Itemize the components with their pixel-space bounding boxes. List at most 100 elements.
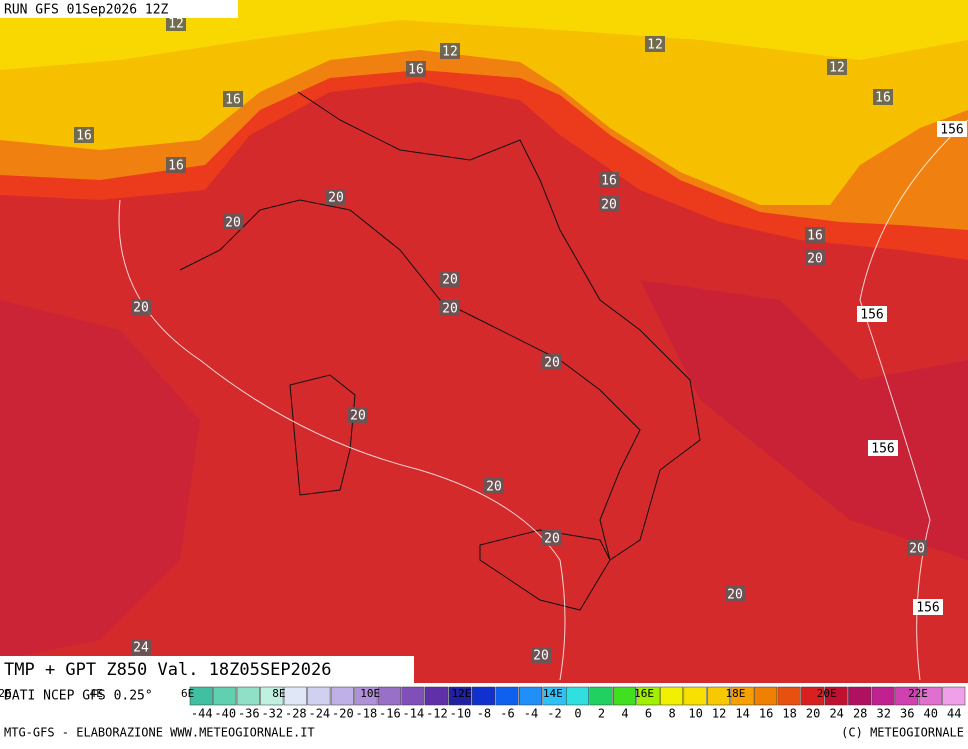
footer-right: (C) METEOGIORNALE <box>841 726 964 740</box>
yellow-core <box>0 0 968 70</box>
colorbar-label: 0 <box>574 707 581 721</box>
colorbar-swatch <box>589 686 613 706</box>
longitude-label: 8E <box>272 687 285 700</box>
colorbar-swatch <box>918 686 942 706</box>
colorbar-label: 16 <box>759 707 773 721</box>
contour-labels: 12 12 12 12 16 16 16 16 16 16 16 20 20 20 20 20 20 20 20 20… <box>74 15 967 664</box>
warm-core <box>640 280 968 560</box>
colorbar-label: -8 <box>477 707 491 721</box>
temp-label: 20 <box>350 409 366 424</box>
colorbar-swatch <box>471 686 495 706</box>
warm-core <box>0 300 200 660</box>
colorbar-label: -10 <box>450 707 472 721</box>
colorbar-label: -12 <box>426 707 448 721</box>
colorbar-swatch <box>942 686 966 706</box>
colorbar-label: 20 <box>806 707 820 721</box>
colorbar-swatch <box>754 686 778 706</box>
colorbar-label: 44 <box>947 707 961 721</box>
temp-label: 12 <box>829 61 845 76</box>
temp-label-box <box>907 540 927 556</box>
colorbar-swatch <box>377 686 401 706</box>
colorbar-label: 8 <box>668 707 675 721</box>
colorbar-swatch <box>542 686 566 706</box>
temp-label-box <box>166 157 186 173</box>
colorbar-swatch <box>730 686 754 706</box>
temp-label: 24 <box>133 641 149 656</box>
colorbar-label: -16 <box>379 707 401 721</box>
temp-label: 20 <box>727 588 743 603</box>
temp-label: 20 <box>909 542 925 557</box>
colorbar-swatch <box>707 686 731 706</box>
temp-label-box <box>645 36 665 52</box>
temp-label-box <box>440 300 460 316</box>
temp-label: 20 <box>533 649 549 664</box>
colorbar-swatch <box>777 686 801 706</box>
colorbar-swatch <box>307 686 331 706</box>
colorbar-label: -44 <box>191 707 213 721</box>
temp-label: 20 <box>442 273 458 288</box>
temp-label: 20 <box>544 356 560 371</box>
temp-label: 20 <box>486 480 502 495</box>
temp-label: 16 <box>76 129 92 144</box>
colorbar-label: -2 <box>547 707 561 721</box>
temp-label: 20 <box>807 252 823 267</box>
longitude-label: 20E <box>817 687 837 700</box>
longitude-label: 18E <box>725 687 745 700</box>
temp-label-box <box>440 43 460 59</box>
colorbar-label: 14 <box>735 707 749 721</box>
colorbar-label: 24 <box>829 707 843 721</box>
temp-label-box <box>805 227 825 243</box>
temp-label-box <box>223 91 243 107</box>
colorbar-swatch <box>189 686 213 706</box>
temp-label-box <box>805 250 825 266</box>
temp-label-box <box>406 61 426 77</box>
colorbar-label: 28 <box>853 707 867 721</box>
source-label: DATI NCEP GFS 0.25° <box>4 689 153 704</box>
longitude-label: 6E <box>181 687 194 700</box>
temp-label: 16 <box>408 63 424 78</box>
colorbar-label: 4 <box>621 707 628 721</box>
colorbar: -44 -40 -36 -32 -28 -24 -20 -18 -16 -14 -12 -10 -8 -6… <box>0 686 968 721</box>
colorbar-label: -36 <box>238 707 260 721</box>
colorbar-swatch <box>636 686 660 706</box>
colorbar-swatch <box>613 686 637 706</box>
temp-label-box <box>599 196 619 212</box>
temp-label: 20 <box>328 191 344 206</box>
colorbar-label: 10 <box>688 707 702 721</box>
run-box <box>0 0 238 18</box>
colorbar-label: 36 <box>900 707 914 721</box>
gpt-label: 156 <box>940 123 963 138</box>
colorbar-label: -4 <box>524 707 538 721</box>
colorbar-swatch <box>260 686 284 706</box>
temp-label: 12 <box>168 17 184 32</box>
gpt-label: 156 <box>860 308 883 323</box>
coastline <box>289 374 356 496</box>
longitude-label: 16E <box>634 687 654 700</box>
longitude-label: 4E <box>90 687 103 700</box>
temp-label-box <box>599 172 619 188</box>
colorbar-label: 40 <box>924 707 938 721</box>
gpt-label-box <box>937 121 967 137</box>
colorbar-swatch <box>424 686 448 706</box>
longitude-label: 22E <box>908 687 928 700</box>
temp-label: 16 <box>168 159 184 174</box>
colorbar-label: -28 <box>285 707 307 721</box>
longitude-label: 10E <box>360 687 380 700</box>
colorbar-swatch <box>401 686 425 706</box>
temp-label: 20 <box>225 216 241 231</box>
colorbar-label: -40 <box>214 707 236 721</box>
colorbar-swatch <box>871 686 895 706</box>
temp-label-box <box>484 478 504 494</box>
temp-label-box <box>542 354 562 370</box>
colorbar-label: -20 <box>332 707 354 721</box>
colorbar-swatch <box>330 686 354 706</box>
temp-label-box <box>873 89 893 105</box>
longitude-label: 12E <box>452 687 472 700</box>
temp-label-box <box>725 586 745 602</box>
colorbar-swatch <box>895 686 919 706</box>
temp-label: 20 <box>601 198 617 213</box>
colorbar-swatch <box>283 686 307 706</box>
temp-label-box <box>531 647 551 663</box>
colorbar-label: 6 <box>645 707 652 721</box>
